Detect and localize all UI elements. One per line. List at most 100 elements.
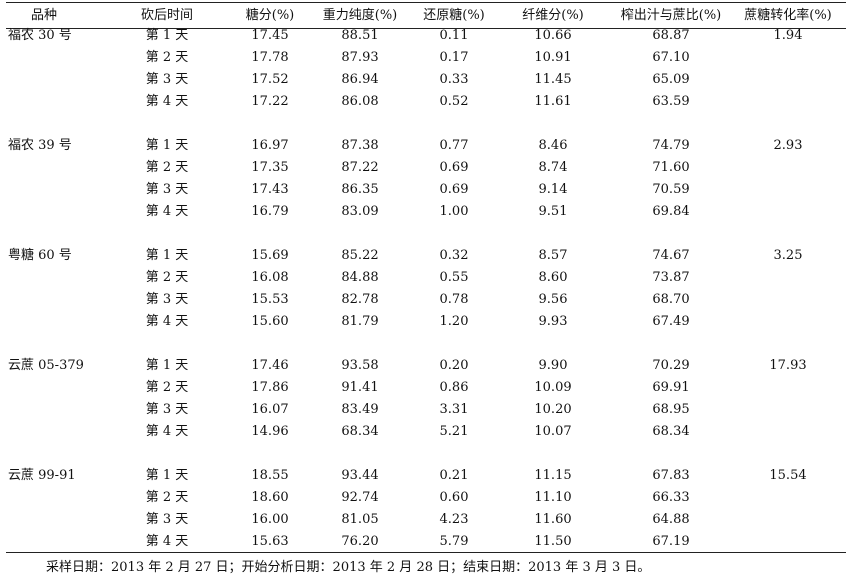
sugar-cell: 17.78 bbox=[251, 50, 289, 65]
purity-cell: 88.51 bbox=[341, 28, 379, 43]
sugar-cell: 16.07 bbox=[251, 402, 289, 417]
variety-name: 云蔗 99-91 bbox=[8, 468, 76, 483]
bottom-rule bbox=[6, 552, 846, 553]
day-cell: 第 2 天 bbox=[145, 160, 189, 175]
sugar-cell: 16.79 bbox=[251, 204, 289, 219]
sugar-cell: 17.46 bbox=[251, 358, 289, 373]
day-cell: 第 1 天 bbox=[145, 138, 189, 153]
juice-ratio-cell: 73.87 bbox=[652, 270, 690, 285]
day-cell: 第 4 天 bbox=[145, 204, 189, 219]
day-cell: 第 3 天 bbox=[145, 512, 189, 527]
reducing-sugar-cell: 0.60 bbox=[439, 490, 469, 505]
reducing-sugar-cell: 5.79 bbox=[439, 534, 469, 549]
fiber-cell: 8.74 bbox=[538, 160, 568, 175]
juice-ratio-cell: 67.83 bbox=[652, 468, 690, 483]
sugar-cell: 15.63 bbox=[251, 534, 289, 549]
purity-cell: 92.74 bbox=[341, 490, 379, 505]
purity-cell: 68.34 bbox=[341, 424, 379, 439]
day-cell: 第 4 天 bbox=[145, 534, 189, 549]
sugar-cell: 15.60 bbox=[251, 314, 289, 329]
reducing-sugar-cell: 1.20 bbox=[439, 314, 469, 329]
day-cell: 第 2 天 bbox=[145, 380, 189, 395]
fiber-cell: 9.14 bbox=[538, 182, 568, 197]
variety-name: 云蔗 05-379 bbox=[8, 358, 84, 373]
purity-cell: 81.79 bbox=[341, 314, 379, 329]
fiber-cell: 9.56 bbox=[538, 292, 568, 307]
fiber-cell: 11.10 bbox=[534, 490, 572, 505]
juice-ratio-cell: 69.84 bbox=[652, 204, 690, 219]
header-reducing-sugar: 还原糖(%) bbox=[423, 8, 485, 23]
purity-cell: 93.44 bbox=[341, 468, 379, 483]
fiber-cell: 11.60 bbox=[534, 512, 572, 527]
reducing-sugar-cell: 1.00 bbox=[439, 204, 469, 219]
day-cell: 第 4 天 bbox=[145, 94, 189, 109]
sugar-cell: 14.96 bbox=[251, 424, 289, 439]
reducing-sugar-cell: 0.32 bbox=[439, 248, 469, 263]
reducing-sugar-cell: 0.52 bbox=[439, 94, 469, 109]
sugar-cell: 17.22 bbox=[251, 94, 289, 109]
header-conversion: 蔗糖转化率(%) bbox=[744, 8, 832, 23]
header-variety: 品种 bbox=[30, 8, 58, 23]
purity-cell: 85.22 bbox=[341, 248, 379, 263]
header-rule bbox=[6, 28, 846, 29]
juice-ratio-cell: 70.29 bbox=[652, 358, 690, 373]
day-cell: 第 4 天 bbox=[145, 314, 189, 329]
sugar-cell: 17.86 bbox=[251, 380, 289, 395]
header-juice-ratio: 榨出汁与蔗比(%) bbox=[620, 8, 722, 23]
day-cell: 第 3 天 bbox=[145, 72, 189, 87]
juice-ratio-cell: 68.95 bbox=[652, 402, 690, 417]
day-cell: 第 2 天 bbox=[145, 270, 189, 285]
juice-ratio-cell: 63.59 bbox=[652, 94, 690, 109]
sugar-cell: 16.97 bbox=[251, 138, 289, 153]
fiber-cell: 10.09 bbox=[534, 380, 572, 395]
sugar-cell: 18.55 bbox=[251, 468, 289, 483]
purity-cell: 87.93 bbox=[341, 50, 379, 65]
sugar-cell: 17.35 bbox=[251, 160, 289, 175]
top-rule bbox=[6, 2, 846, 3]
variety-name: 粤糖 60 号 bbox=[8, 248, 72, 263]
sugar-cell: 15.53 bbox=[251, 292, 289, 307]
fiber-cell: 9.51 bbox=[538, 204, 568, 219]
purity-cell: 93.58 bbox=[341, 358, 379, 373]
fiber-cell: 9.90 bbox=[538, 358, 568, 373]
conversion-rate: 2.93 bbox=[773, 138, 803, 153]
reducing-sugar-cell: 0.78 bbox=[439, 292, 469, 307]
juice-ratio-cell: 69.91 bbox=[652, 380, 690, 395]
purity-cell: 86.08 bbox=[341, 94, 379, 109]
juice-ratio-cell: 67.10 bbox=[652, 50, 690, 65]
day-cell: 第 1 天 bbox=[145, 468, 189, 483]
day-cell: 第 1 天 bbox=[145, 248, 189, 263]
purity-cell: 76.20 bbox=[341, 534, 379, 549]
day-cell: 第 3 天 bbox=[145, 292, 189, 307]
sugar-cell: 16.00 bbox=[251, 512, 289, 527]
day-cell: 第 2 天 bbox=[145, 490, 189, 505]
juice-ratio-cell: 65.09 bbox=[652, 72, 690, 87]
fiber-cell: 8.46 bbox=[538, 138, 568, 153]
juice-ratio-cell: 68.34 bbox=[652, 424, 690, 439]
fiber-cell: 11.50 bbox=[534, 534, 572, 549]
sugar-cell: 17.45 bbox=[251, 28, 289, 43]
fiber-cell: 10.20 bbox=[534, 402, 572, 417]
sugar-cell: 15.69 bbox=[251, 248, 289, 263]
reducing-sugar-cell: 3.31 bbox=[439, 402, 469, 417]
fiber-cell: 11.45 bbox=[534, 72, 572, 87]
reducing-sugar-cell: 4.23 bbox=[439, 512, 469, 527]
reducing-sugar-cell: 0.77 bbox=[439, 138, 469, 153]
purity-cell: 87.22 bbox=[341, 160, 379, 175]
day-cell: 第 1 天 bbox=[145, 358, 189, 373]
purity-cell: 86.35 bbox=[341, 182, 379, 197]
juice-ratio-cell: 67.49 bbox=[652, 314, 690, 329]
juice-ratio-cell: 68.70 bbox=[652, 292, 690, 307]
header-fiber: 纤维分(%) bbox=[522, 8, 584, 23]
reducing-sugar-cell: 0.86 bbox=[439, 380, 469, 395]
sugar-cell: 17.43 bbox=[251, 182, 289, 197]
reducing-sugar-cell: 0.69 bbox=[439, 160, 469, 175]
purity-cell: 87.38 bbox=[341, 138, 379, 153]
header-sugar: 糖分(%) bbox=[245, 8, 295, 23]
fiber-cell: 11.15 bbox=[534, 468, 572, 483]
header-time: 砍后时间 bbox=[140, 8, 194, 23]
purity-cell: 81.05 bbox=[341, 512, 379, 527]
fiber-cell: 8.57 bbox=[538, 248, 568, 263]
day-cell: 第 3 天 bbox=[145, 402, 189, 417]
day-cell: 第 1 天 bbox=[145, 28, 189, 43]
